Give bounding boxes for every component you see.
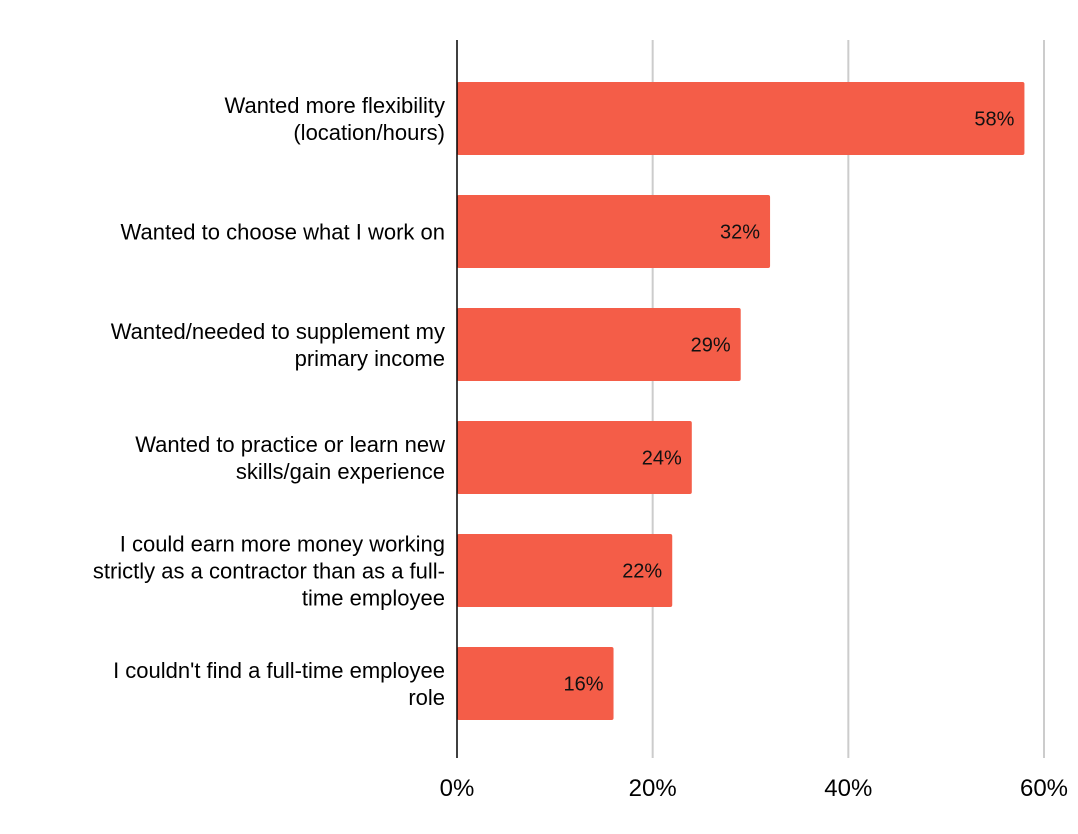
- data-label: 16%: [564, 674, 604, 696]
- category-label-line: time employee: [302, 586, 445, 611]
- category-label-line: role: [408, 685, 445, 710]
- bar: [457, 647, 614, 720]
- bar: [457, 534, 673, 607]
- bars: [457, 82, 1025, 720]
- category-label-line: Wanted/needed to supplement my: [111, 319, 445, 344]
- bar: [457, 308, 741, 381]
- x-tick-label: 40%: [824, 775, 872, 802]
- bar: [457, 82, 1025, 155]
- category-label: Wanted to practice or learn new skills/ga…: [135, 432, 445, 484]
- category-label: Wanted to choose what I work on: [121, 220, 445, 245]
- x-tick-label: 0%: [440, 775, 475, 802]
- category-label-line: primary income: [295, 346, 445, 371]
- data-label: 24%: [642, 448, 682, 470]
- category-label: I couldn't find a full-time employee role: [113, 658, 445, 710]
- data-label: 22%: [622, 561, 662, 583]
- x-tick-label: 60%: [1020, 775, 1068, 802]
- category-label: I could earn more money working strictly …: [93, 532, 445, 611]
- category-label-line: Wanted more flexibility: [225, 93, 445, 118]
- category-label-line: (location/hours): [293, 120, 445, 145]
- bar: [457, 195, 771, 268]
- category-label-line: I could earn more money working: [120, 532, 445, 557]
- category-label: Wanted/needed to supplement my primary in…: [111, 319, 445, 371]
- data-label: 29%: [691, 335, 731, 357]
- bar: [457, 421, 692, 494]
- data-label: 58%: [974, 109, 1014, 131]
- data-label: 32%: [720, 222, 760, 244]
- category-label-line: Wanted to choose what I work on: [121, 220, 445, 245]
- category-label-line: strictly as a contractor than as a full-: [93, 559, 445, 584]
- x-tick-label: 20%: [629, 775, 677, 802]
- category-label-line: skills/gain experience: [236, 459, 445, 484]
- category-label-line: Wanted to practice or learn new: [135, 432, 445, 457]
- gridlines: [651, 40, 1045, 758]
- data-labels: 58% 32% 29% 24% 22% 16%: [564, 109, 1015, 696]
- category-label-line: I couldn't find a full-time employee: [113, 658, 445, 683]
- category-labels: Wanted more flexibility (location/hours)W…: [93, 93, 445, 710]
- category-label: Wanted more flexibility (location/hours): [225, 93, 445, 145]
- x-axis-tick-labels: 0% 20% 40% 60%: [440, 775, 1068, 802]
